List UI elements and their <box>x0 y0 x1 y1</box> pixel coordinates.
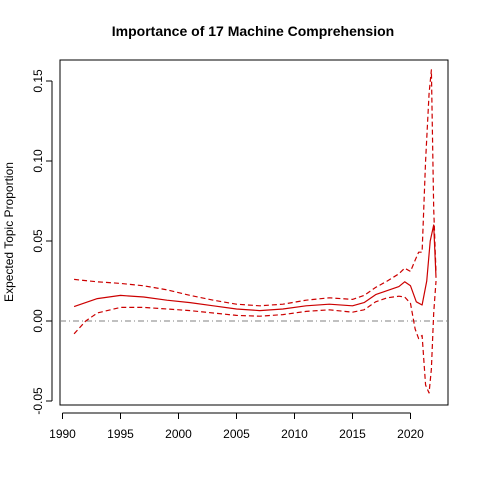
plot-frame <box>59 59 449 406</box>
x-tick-label: 2020 <box>397 427 424 441</box>
y-tick-label: 0.10 <box>31 149 45 173</box>
x-tick-label: 1990 <box>49 427 76 441</box>
y-tick-label: 0.00 <box>31 309 45 333</box>
x-tick-label: 2005 <box>223 427 250 441</box>
x-tick-label: 1995 <box>107 427 134 441</box>
plot-lines <box>60 69 448 394</box>
y-tick-label: 0.05 <box>31 229 45 253</box>
series-line-interval-2 <box>73 280 437 394</box>
series-line-interval-1 <box>74 69 437 307</box>
y-axis-label: Expected Topic Proportion <box>2 162 16 302</box>
y-tick-label: -0.05 <box>31 387 45 415</box>
axis-ticks: 1990 1995 2000 2005 2010 2015 2020 -0.05 0.00 0.0… <box>31 69 424 441</box>
chart-title: Importance of 17 Machine Comprehension <box>112 23 394 39</box>
x-tick-label: 2015 <box>339 427 366 441</box>
x-tick-label: 2000 <box>165 427 192 441</box>
x-tick-label: 2010 <box>281 427 308 441</box>
series-line-estimate <box>73 224 437 312</box>
y-tick-label: 0.15 <box>31 69 45 93</box>
